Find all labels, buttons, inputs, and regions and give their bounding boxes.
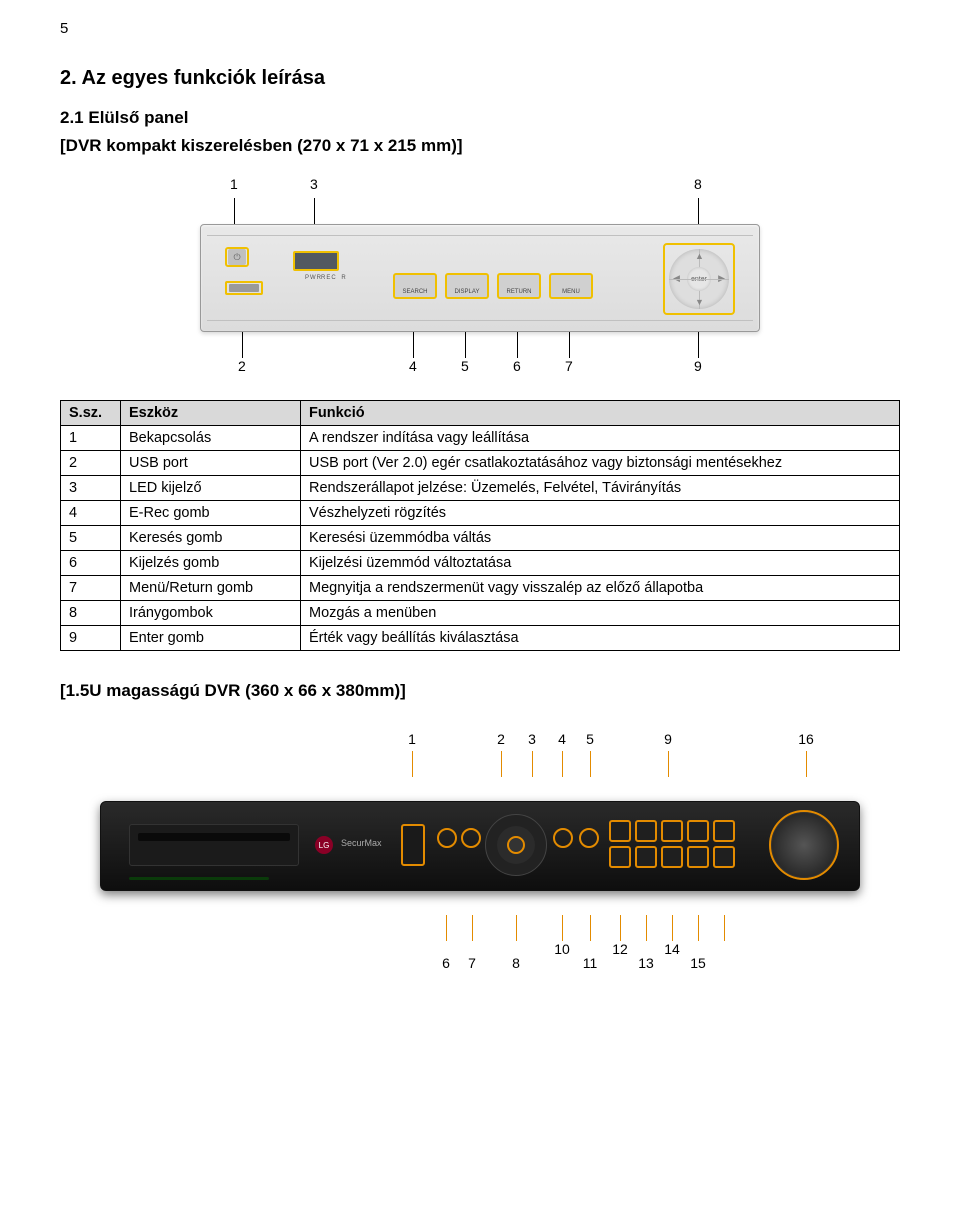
seg-4 (507, 836, 525, 854)
section-title: 2. Az egyes funkciók leírása (60, 67, 900, 90)
table-row: 5Keresés gombKeresési üzemmódba váltás (61, 526, 900, 551)
status-led (129, 877, 269, 880)
dpad: ▲ ▼ ◀ ▶ enter (663, 243, 735, 315)
enter-button: enter (687, 267, 711, 291)
u15-title: [1.5U magasságú DVR (360 x 66 x 380mm)] (60, 681, 900, 701)
b-callout-1: 1 (408, 731, 416, 747)
b-callout-3: 3 (528, 731, 536, 747)
center-buttons: SEARCH DISPLAY RETURN MENU (393, 273, 593, 299)
b-callout-9: 9 (664, 731, 672, 747)
callout-6: 6 (513, 358, 521, 374)
b-callout-11: 11 (583, 955, 598, 971)
display-button: DISPLAY (445, 273, 489, 299)
table-row: 2USB portUSB port (Ver 2.0) egér csatlak… (61, 451, 900, 476)
b-callout-4: 4 (558, 731, 566, 747)
compact-dimensions: [DVR kompakt kiszerelésben (270 x 71 x 2… (60, 136, 900, 156)
th-ssz: S.sz. (61, 401, 121, 426)
u15-dvr-body: LG SecurMax (100, 801, 860, 891)
compact-dvr-body: ⏻ PWR REC R SEARCH DISPLAY RETURN MENU ▲… (200, 224, 760, 332)
b-callout-7: 7 (468, 955, 476, 971)
table-row: 4E-Rec gombVészhelyzeti rögzítés (61, 501, 900, 526)
led-labels: PWR REC R (305, 275, 351, 281)
table-row: 9Enter gombÉrték vagy beállítás kiválasz… (61, 626, 900, 651)
securmax-label: SecurMax (341, 838, 382, 848)
b-callout-2: 2 (497, 731, 505, 747)
table-row: 8IránygombokMozgás a menüben (61, 601, 900, 626)
table-row: 7Menü/Return gombMegnyitja a rendszermen… (61, 576, 900, 601)
subsection-title: 2.1 Elülső panel (60, 108, 900, 128)
return-button: RETURN (497, 273, 541, 299)
seg-9 (579, 828, 599, 848)
b-callout-13: 13 (638, 955, 654, 971)
th-eszkoz: Eszköz (121, 401, 301, 426)
callout-3: 3 (310, 176, 318, 192)
search-button: SEARCH (393, 273, 437, 299)
callout-4: 4 (409, 358, 417, 374)
arrow-up-icon: ▲ (695, 251, 704, 261)
compact-dvr-figure: 1 3 8 ⏻ PWR REC R SEARCH DISPLAY RETURN … (200, 176, 760, 380)
b-callout-8: 8 (512, 955, 520, 971)
u15-dvr-figure: 1 2 3 4 5 9 16 LG SecurMax (100, 731, 860, 977)
function-table: S.sz. Eszköz Funkció 1BekapcsolásA rends… (60, 400, 900, 651)
b-callout-5: 5 (586, 731, 594, 747)
b-callout-12: 12 (612, 941, 628, 957)
seg-16 (769, 810, 839, 880)
callout-9: 9 (694, 358, 702, 374)
arrow-down-icon: ▼ (695, 297, 704, 307)
table-row: 6Kijelzés gombKijelzési üzemmód változta… (61, 551, 900, 576)
b-callout-14: 14 (664, 941, 680, 957)
optical-drive (129, 824, 299, 866)
lg-logo: LG (315, 836, 333, 854)
b-callout-15: 15 (690, 955, 706, 971)
menu-button: MENU (549, 273, 593, 299)
button-grid (609, 820, 735, 868)
seg-5 (553, 828, 573, 848)
led-display (293, 251, 339, 271)
callout-2: 2 (238, 358, 246, 374)
b-callout-6: 6 (442, 955, 450, 971)
th-funkcio: Funkció (301, 401, 900, 426)
callout-5: 5 (461, 358, 469, 374)
callout-8: 8 (694, 176, 702, 192)
seg-3 (461, 828, 481, 848)
usb-slot (229, 284, 259, 292)
table-row: 1BekapcsolásA rendszer indítása vagy leá… (61, 426, 900, 451)
seg-2 (437, 828, 457, 848)
b-callout-16: 16 (798, 731, 814, 747)
arrow-left-icon: ◀ (673, 273, 680, 284)
callout-1: 1 (230, 176, 238, 192)
page-number: 5 (60, 20, 900, 37)
table-row: 3LED kijelzőRendszerállapot jelzése: Üze… (61, 476, 900, 501)
seg-1 (401, 824, 425, 866)
power-icon: ⏻ (228, 249, 246, 265)
arrow-right-icon: ▶ (718, 273, 725, 284)
b-callout-10: 10 (554, 941, 570, 957)
callout-7: 7 (565, 358, 573, 374)
